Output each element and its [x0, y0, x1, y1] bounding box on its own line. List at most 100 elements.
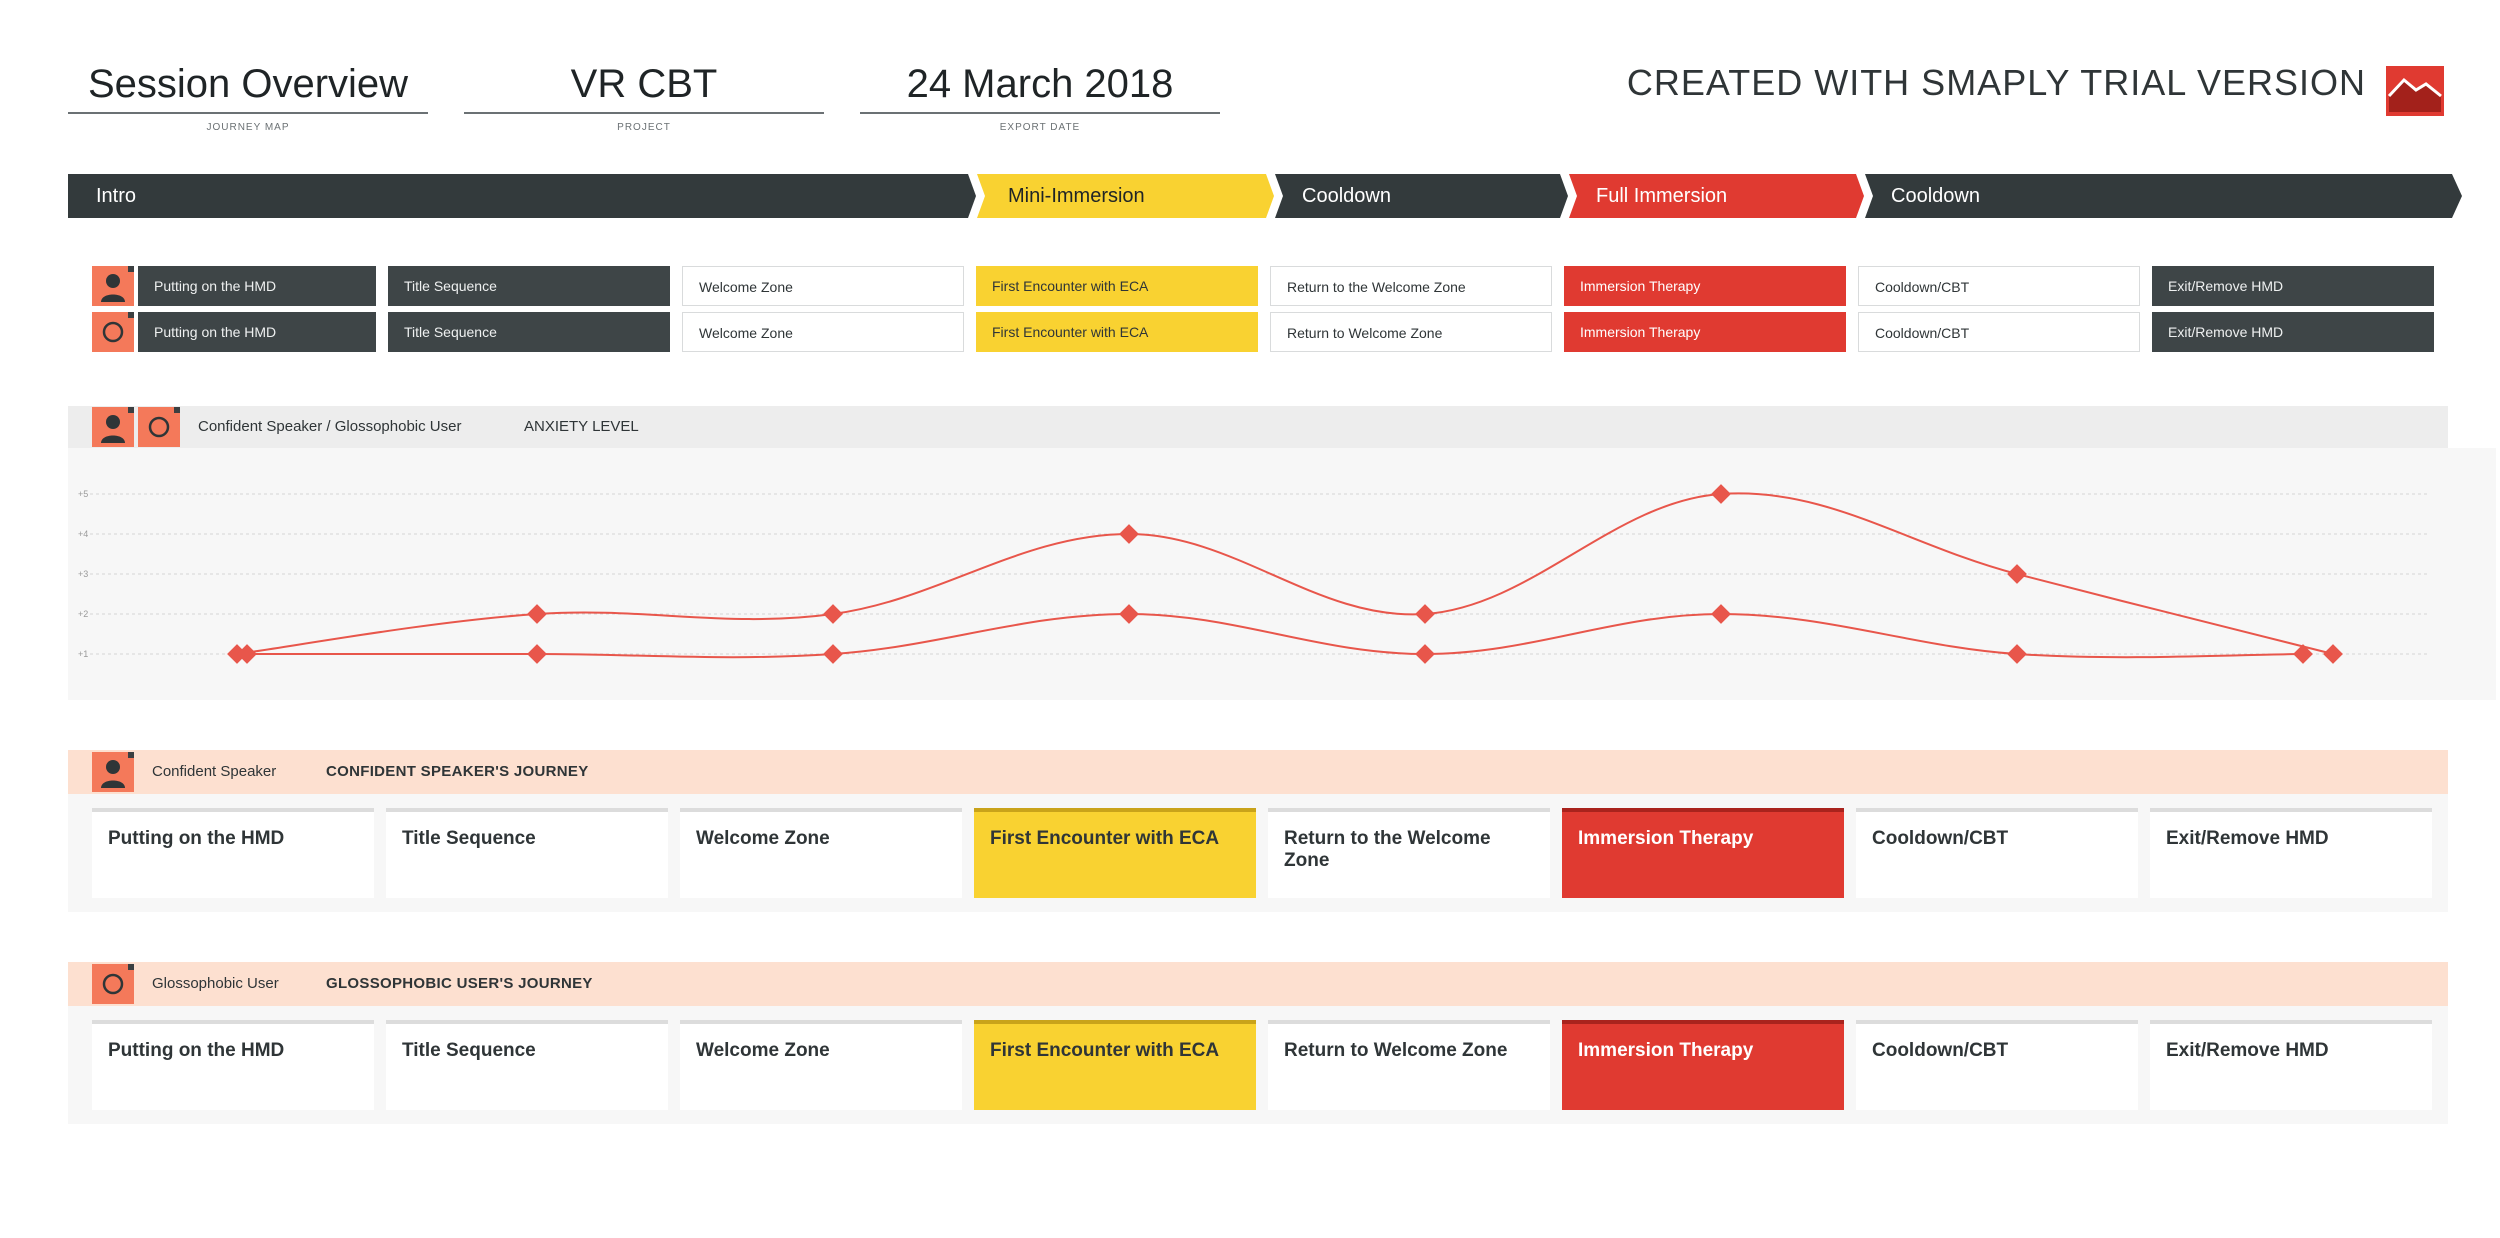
phase-cooldown-2-arrow[interactable] [1865, 174, 2462, 218]
journey-map-name[interactable]: Session Overview [68, 56, 428, 114]
step-cell[interactable]: Putting on the HMD [138, 266, 376, 306]
circle-avatar-icon [148, 416, 170, 438]
y-tick-label: +4 [78, 529, 88, 539]
data-point[interactable] [2007, 564, 2027, 584]
data-point[interactable] [1711, 484, 1731, 504]
journey-step-card[interactable]: Cooldown/CBT [1856, 1020, 2138, 1110]
phase-intro-label: Intro [96, 185, 137, 207]
journey-map-caption: JOURNEY MAP [206, 122, 290, 133]
journey-lane-confident: Putting on the HMD Title Sequence Welcom… [68, 794, 2448, 912]
trial-version-notice: CREATED WITH SMAPLY TRIAL VERSION [1626, 62, 2366, 103]
y-tick-label: +5 [78, 489, 88, 499]
step-cell[interactable]: First Encounter with ECA [976, 266, 1258, 306]
data-point[interactable] [1415, 644, 1435, 664]
phase-mini-immersion-arrow[interactable] [977, 174, 1274, 218]
persona-avatar-confident[interactable] [92, 407, 134, 447]
persona-avatar-confident[interactable] [92, 752, 134, 792]
step-cell[interactable]: Cooldown/CBT [1858, 266, 2140, 306]
series-line [247, 612, 2304, 659]
step-row-glossophobic: Putting on the HMD Title Sequence Welcom… [68, 312, 2462, 352]
journey-step-card[interactable]: Return to Welcome Zone [1268, 1020, 1550, 1110]
person-silhouette-icon [101, 274, 125, 302]
step-cell[interactable]: First Encounter with ECA [976, 312, 1258, 352]
data-point[interactable] [1711, 604, 1731, 624]
data-point[interactable] [2323, 644, 2343, 664]
journey-step-card[interactable]: Immersion Therapy [1562, 808, 1844, 898]
y-tick-label: +2 [78, 609, 88, 619]
phase-intro-arrow[interactable] [68, 174, 976, 218]
data-point[interactable] [823, 604, 843, 624]
smaply-mountain-logo-icon[interactable] [2386, 66, 2444, 116]
journey-step-card[interactable]: First Encounter with ECA [974, 808, 1256, 898]
circle-avatar-icon [102, 973, 124, 995]
anxiety-chart: +1 +2 +3 +4 +5 [68, 448, 2496, 700]
chart-persona-names: Confident Speaker / Glossophobic User [198, 418, 462, 435]
journey-step-card[interactable]: Exit/Remove HMD [2150, 808, 2432, 898]
journey-map-field[interactable]: Session Overview JOURNEY MAP [68, 56, 428, 136]
journey-step-card[interactable]: Return to the Welcome Zone [1268, 808, 1550, 898]
export-date-value[interactable]: 24 March 2018 [860, 56, 1220, 114]
journey-step-card[interactable]: Immersion Therapy [1562, 1020, 1844, 1110]
journey-step-card[interactable]: Cooldown/CBT [1856, 808, 2138, 898]
project-name[interactable]: VR CBT [464, 56, 824, 114]
data-point[interactable] [1119, 604, 1139, 624]
step-cell[interactable]: Return to the Welcome Zone [1270, 266, 1552, 306]
journey-title: CONFIDENT SPEAKER'S JOURNEY [326, 763, 589, 780]
journey-persona-name: Confident Speaker [152, 763, 277, 780]
phase-arrows [68, 174, 2462, 218]
journey-lane-glossophobic: Putting on the HMD Title Sequence Welcom… [68, 1006, 2448, 1124]
project-field[interactable]: VR CBT PROJECT [464, 56, 824, 136]
export-date-field[interactable]: 24 March 2018 EXPORT DATE [860, 56, 1220, 136]
phase-cooldown-1-arrow[interactable] [1275, 174, 1568, 218]
data-point[interactable] [2007, 644, 2027, 664]
data-point[interactable] [527, 604, 547, 624]
persona-avatar-confident[interactable] [92, 266, 134, 306]
data-point[interactable] [527, 644, 547, 664]
person-silhouette-icon [101, 760, 125, 788]
phase-cooldown-1-label: Cooldown [1302, 185, 1391, 207]
journey-step-card[interactable]: Title Sequence [386, 1020, 668, 1110]
journey-step-card[interactable]: Putting on the HMD [92, 1020, 374, 1110]
journey-header-confident: Confident Speaker CONFIDENT SPEAKER'S JO… [68, 750, 2448, 794]
step-cell[interactable]: Title Sequence [388, 312, 670, 352]
step-cell[interactable]: Exit/Remove HMD [2152, 266, 2434, 306]
chart-title: ANXIETY LEVEL [524, 418, 639, 435]
step-cell[interactable]: Immersion Therapy [1564, 312, 1846, 352]
step-cell[interactable]: Title Sequence [388, 266, 670, 306]
step-cell[interactable]: Immersion Therapy [1564, 266, 1846, 306]
phase-lane: Intro Mini-Immersion Cooldown Full Immer… [68, 174, 2462, 218]
data-point[interactable] [237, 644, 257, 664]
journey-step-card[interactable]: Welcome Zone [680, 1020, 962, 1110]
anxiety-chart-header: Confident Speaker / Glossophobic User AN… [68, 406, 2448, 448]
step-cell[interactable]: Putting on the HMD [138, 312, 376, 352]
journey-step-card[interactable]: First Encounter with ECA [974, 1020, 1256, 1110]
person-silhouette-icon [101, 415, 125, 443]
step-cell[interactable]: Welcome Zone [682, 312, 964, 352]
phase-mini-immersion-label: Mini-Immersion [1008, 185, 1145, 207]
step-cell[interactable]: Welcome Zone [682, 266, 964, 306]
circle-avatar-icon [102, 321, 124, 343]
journey-title: GLOSSOPHOBIC USER'S JOURNEY [326, 975, 593, 992]
project-caption: PROJECT [617, 122, 671, 133]
data-point[interactable] [1415, 604, 1435, 624]
anxiety-chart-svg: +1 +2 +3 +4 +5 [78, 484, 2428, 664]
persona-avatar-glossophobic[interactable] [138, 407, 180, 447]
journey-step-card[interactable]: Putting on the HMD [92, 808, 374, 898]
journey-step-card[interactable]: Welcome Zone [680, 808, 962, 898]
step-cell[interactable]: Exit/Remove HMD [2152, 312, 2434, 352]
series-line [236, 492, 2334, 655]
step-cell[interactable]: Cooldown/CBT [1858, 312, 2140, 352]
journey-step-card[interactable]: Title Sequence [386, 808, 668, 898]
export-date-caption: EXPORT DATE [999, 122, 1081, 133]
persona-avatar-glossophobic[interactable] [92, 312, 134, 352]
persona-avatar-glossophobic[interactable] [92, 964, 134, 1004]
data-point[interactable] [2293, 644, 2313, 664]
data-point[interactable] [1119, 524, 1139, 544]
journey-persona-name: Glossophobic User [152, 975, 279, 992]
y-tick-label: +1 [78, 649, 88, 659]
phase-full-immersion-arrow[interactable] [1569, 174, 1864, 218]
data-point[interactable] [823, 644, 843, 664]
journey-step-card[interactable]: Exit/Remove HMD [2150, 1020, 2432, 1110]
journey-header-glossophobic: Glossophobic User GLOSSOPHOBIC USER'S JO… [68, 962, 2448, 1006]
step-cell[interactable]: Return to Welcome Zone [1270, 312, 1552, 352]
